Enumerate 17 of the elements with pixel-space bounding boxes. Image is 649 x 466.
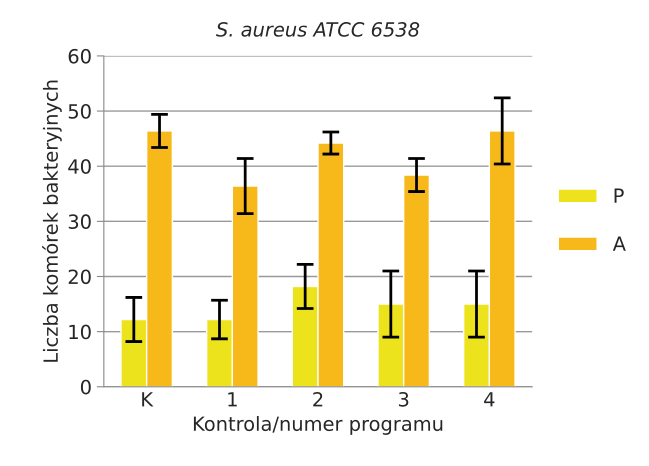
x-tick-label: 4 bbox=[484, 392, 494, 406]
x-tick-label: 3 bbox=[398, 392, 408, 407]
legend-label: A bbox=[612, 236, 626, 251]
chart-title: S. aureus ATCC 6538 bbox=[216, 22, 420, 37]
x-tick-label: K bbox=[142, 392, 154, 406]
x-tick-label: 2 bbox=[313, 392, 322, 406]
y-tick-label: 60 bbox=[68, 48, 91, 64]
y-tick-label: 0 bbox=[80, 380, 91, 394]
y-tick-label: 40 bbox=[68, 159, 91, 174]
y-tick-label: 20 bbox=[68, 269, 91, 284]
x-tick-label: 1 bbox=[228, 392, 237, 406]
legend-label: P bbox=[614, 188, 624, 203]
y-tick-label: 50 bbox=[68, 104, 91, 119]
y-axis-title: Liczba komórek bakteryjnych bbox=[42, 80, 62, 362]
y-tick-label: 10 bbox=[69, 324, 91, 340]
x-axis-title: Kontrola/numer programu bbox=[194, 416, 442, 435]
y-tick-label: 30 bbox=[68, 214, 91, 230]
